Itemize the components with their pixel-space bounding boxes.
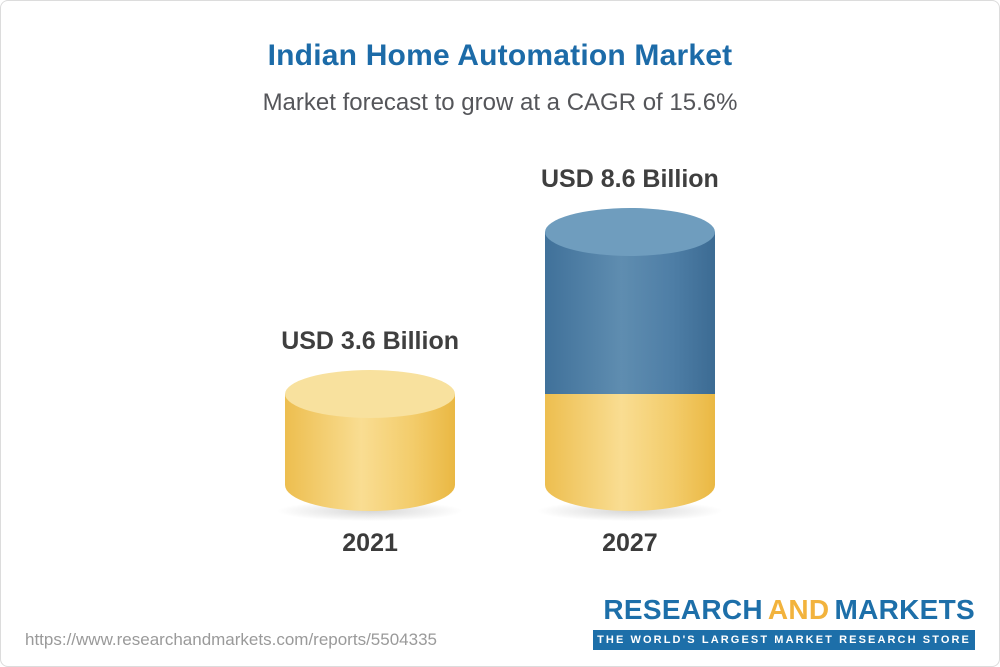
cylinder-body-2027 [544,231,715,511]
logo-word-markets: MARKETS [834,594,975,625]
bar-group-2027: USD 8.6 Billion 2027 [528,164,731,559]
bar-segment-2027-yellow [544,394,715,511]
logo-tagline: THE WORLD'S LARGEST MARKET RESEARCH STOR… [593,630,975,650]
category-label-2027: 2027 [602,529,658,557]
chart-subtitle: Market forecast to grow at a CAGR of 15.… [262,89,738,116]
logo-wordmark: RESEARCH AND MARKETS [593,594,975,626]
category-label-2021: 2021 [342,529,398,557]
bar-segment-2027-blue [544,231,715,394]
value-label-2027: USD 8.6 Billion [541,164,719,193]
cylinder-2021 [269,370,472,522]
cylinder-top-ellipse-2027 [544,207,715,256]
chart-header: Indian Home Automation Market Market for… [1,39,999,117]
research-and-markets-logo: RESEARCH AND MARKETS THE WORLD'S LARGEST M… [593,594,975,650]
cylinder-top-ellipse-2021 [285,370,456,418]
report-url-link[interactable]: https://www.researchandmarkets.com/repor… [25,630,437,649]
bar-group-2021: USD 3.6 Billion 2021 [269,327,472,558]
logo-word-and: AND [767,594,830,625]
logo-word-research: RESEARCH [603,594,763,625]
chart-title: Indian Home Automation Market [267,39,733,72]
value-label-2021: USD 3.6 Billion [281,327,459,355]
bar-chart: USD 3.6 Billion 2021 USD 8.6 Billion 202… [1,1,999,558]
footer: https://www.researchandmarkets.com/repor… [25,594,975,650]
cylinder-2027 [528,207,731,522]
